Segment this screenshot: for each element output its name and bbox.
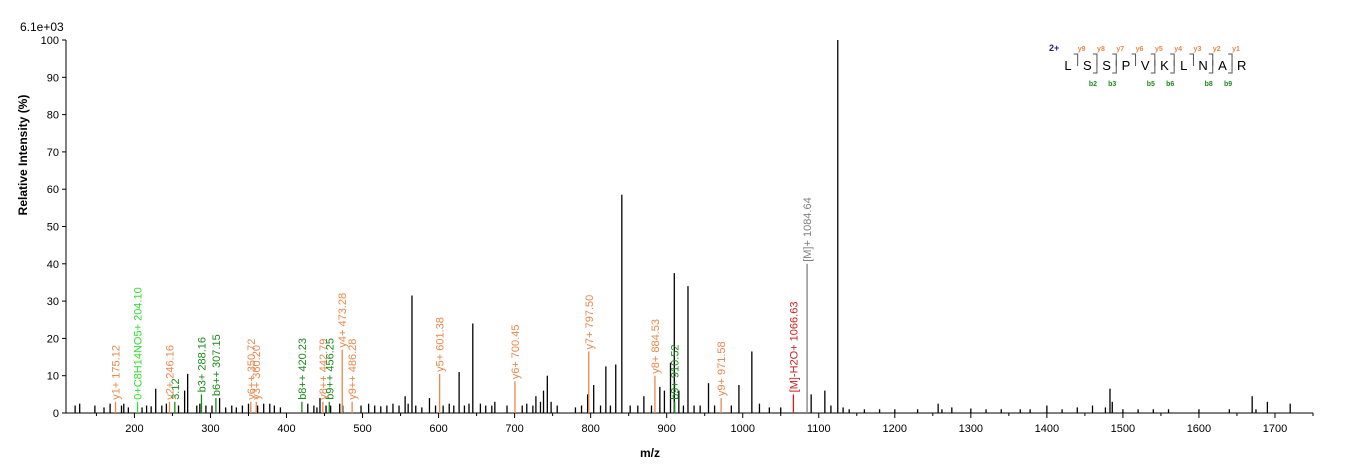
b-ion-bracket (1112, 60, 1117, 74)
y-ion-label: y4 (1174, 46, 1182, 53)
peak-label: b3+ 288.16 (196, 337, 208, 392)
y-tick-label: 50 (47, 222, 59, 234)
b-ion-bracket (1228, 60, 1233, 74)
y-axis-title: Relative Intensity (%) (16, 95, 30, 216)
y-ion-bracket (1189, 53, 1194, 66)
peak-label: b9+ 910.52 (670, 344, 682, 399)
b-ion-bracket (1092, 60, 1098, 74)
b-ion-bracket (1150, 60, 1156, 74)
b-ion-label: b5 (1147, 81, 1155, 88)
peak-label: y6+ 700.45 (510, 325, 522, 380)
sequence-residue: K (1160, 58, 1169, 73)
charge-state: 2+ (1049, 43, 1059, 53)
peak-label: y7+ 797.50 (584, 295, 596, 350)
x-tick-label: 900 (658, 423, 676, 435)
y-axis-ticks: 0 10 20 30 40 50 60 70 80 90 100 (41, 35, 66, 420)
y-tick-label: 70 (47, 147, 59, 159)
peak-label: y4+ 473.28 (337, 293, 349, 348)
y-ion-bracket (1228, 53, 1233, 66)
sequence-residue: S (1102, 58, 1111, 73)
peak-label: y5+ 601.38 (435, 317, 447, 372)
x-tick-label: 500 (353, 423, 371, 435)
peak-label: y8++ 442.79 (318, 339, 330, 400)
y-ion-label: y5 (1155, 46, 1163, 53)
x-axis-title: m/z (640, 446, 660, 460)
y-ion-label: y8 (1097, 46, 1105, 53)
y-tick-label: 0 (53, 408, 59, 420)
y-tick-label: 30 (47, 296, 59, 308)
x-tick-label: 1500 (1111, 423, 1135, 435)
peak-series (74, 40, 1291, 413)
peak-label: y9+ 971.58 (716, 341, 728, 396)
peak-label: y3+ 360.20 (251, 345, 263, 400)
b-ion-label: b2 (1089, 81, 1097, 88)
peak-label: y9++ 486.28 (347, 339, 359, 400)
y-ion-bracket (1208, 53, 1214, 66)
y-tick-label: 10 (47, 371, 59, 383)
sequence-residue: A (1218, 58, 1227, 73)
y-tick-label: 90 (47, 72, 59, 84)
x-tick-label: 200 (125, 423, 143, 435)
sequence-residue: R (1237, 58, 1246, 73)
y-tick-label: 20 (47, 333, 59, 345)
x-tick-label: 1100 (807, 423, 831, 435)
peak-annotations: y1+ 175.12 0+C8H14NO5+ 204.10 y2+ 246.163.… (111, 197, 814, 413)
y-ion-bracket (1112, 53, 1117, 66)
x-axis-ticks: 200 300 400 500 600 700 800 900 1000 1100 1200 1300… (95, 413, 1314, 435)
y-tick-label: 80 (47, 110, 59, 122)
x-tick-label: 600 (429, 423, 447, 435)
x-tick-label: 400 (277, 423, 295, 435)
peak-label: [M]+ 1084.64 (802, 197, 814, 262)
b-ion-bracket (1170, 60, 1175, 74)
y-ion-bracket (1150, 53, 1156, 66)
sequence-residue: V (1141, 58, 1150, 73)
peak-label: b9++ 456.25 (324, 338, 336, 400)
sequence-residue: S (1083, 58, 1092, 73)
x-tick-label: 1300 (959, 423, 983, 435)
b-ion-bracket (1208, 60, 1214, 74)
y-ion-bracket (1131, 53, 1137, 66)
x-tick-label: 1400 (1035, 423, 1059, 435)
y-tick-label: 60 (47, 184, 59, 196)
y-tick-label: 40 (47, 259, 59, 271)
y-ion-bracket (1073, 53, 1079, 66)
peak-label: y6++ 350.72 (246, 339, 258, 400)
y-ion-label: y1 (1232, 46, 1240, 53)
intensity-scale-label: 6.1e+03 (20, 20, 64, 34)
peak-label: 0+C8H14NO5+ 204.10 (133, 287, 145, 400)
x-tick-label: 1700 (1263, 423, 1287, 435)
sequence-residue: N (1198, 58, 1207, 73)
y-tick-label: 100 (41, 35, 59, 47)
x-tick-label: 800 (581, 423, 599, 435)
x-tick-label: 300 (201, 423, 219, 435)
y-ion-bracket (1092, 53, 1098, 66)
y-ion-label: y2 (1213, 46, 1221, 53)
y-ion-label: y3 (1194, 46, 1202, 53)
y-ion-bracket (1170, 53, 1175, 66)
peak-label: y1+ 175.12 (111, 345, 123, 400)
peak-label: y2+ 246.16 (165, 345, 177, 400)
x-tick-label: 700 (505, 423, 523, 435)
sequence-residue: L (1064, 58, 1071, 73)
sequence-residue: L (1180, 58, 1187, 73)
b-ion-label: b6 (1166, 81, 1174, 88)
sequence-residue: P (1122, 58, 1131, 73)
peak-label: [M]-H2O+ 1066.63 (788, 302, 800, 393)
y-ion-label: y9 (1078, 46, 1086, 53)
x-tick-label: 1600 (1187, 423, 1211, 435)
x-tick-label: 1000 (730, 423, 754, 435)
peak-label: b8++ 420.23 (297, 338, 309, 400)
peak-label: b6++ 307.15 (211, 334, 223, 396)
b-ion-label: b9 (1224, 81, 1232, 88)
b-ion-label: b8 (1205, 81, 1213, 88)
y-ion-label: y7 (1116, 46, 1124, 53)
peak-label: 3.12 (170, 378, 182, 399)
peak-label: y8+ 884.53 (650, 319, 662, 374)
x-tick-label: 1200 (883, 423, 907, 435)
y-ion-label: y6 (1136, 46, 1144, 53)
b-ion-label: b3 (1108, 81, 1116, 88)
